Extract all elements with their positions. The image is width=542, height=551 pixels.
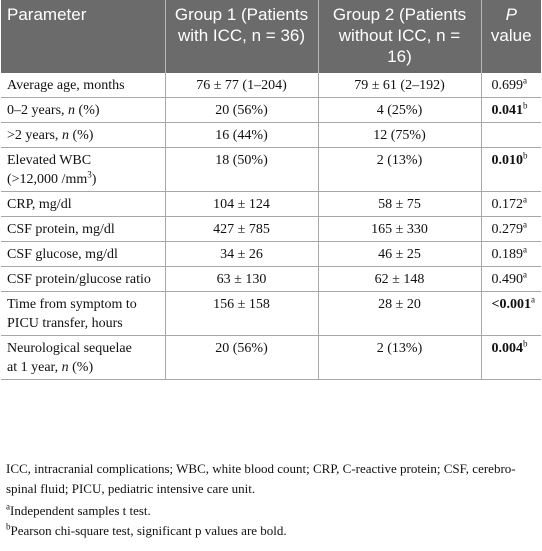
p-value-number: 0.279 — [491, 222, 524, 237]
p-value-footnote-mark: a — [523, 244, 527, 255]
p-value-footnote-mark: b — [523, 100, 528, 111]
p-value-footnote-mark: a — [530, 294, 535, 305]
row-parameter: CSF protein, mg/dl — [1, 216, 165, 242]
row-group1-value: 427 ± 785 — [164, 216, 318, 242]
row-group2-value: 4 (25%) — [317, 97, 481, 123]
row-group1-value: 156 ± 158 — [164, 291, 318, 336]
row-group2-value: 58 ± 75 — [317, 191, 481, 217]
p-value-footnote-mark: a — [523, 269, 527, 280]
row-group1-value: 76 ± 77 (1–204) — [164, 73, 318, 98]
row-parameter: CSF protein/glucose ratio — [1, 266, 165, 292]
p-value-footnote-mark: b — [523, 338, 528, 349]
row-p-value: 0.699a — [480, 73, 541, 98]
table-row: CSF glucose, mg/dl 34 ± 26 46 ± 25 0.189… — [1, 241, 541, 267]
row-group2-value: 62 ± 148 — [317, 266, 481, 292]
p-value-number: 0.010 — [491, 153, 524, 168]
table-row: Time from symptom to PICU transfer, hour… — [1, 291, 541, 336]
row-group1-value: 20 (56%) — [164, 335, 318, 380]
table-row: Neurological sequelae at 1 year, n (%) 20… — [1, 335, 541, 380]
table-row: Elevated WBC (>12,000 /mm3) 18 (50%) 2 (1… — [1, 147, 541, 192]
row-group2-value: 2 (13%) — [317, 147, 481, 192]
footnote-a: aIndependent samples t test. — [6, 501, 538, 521]
p-value-number: 0.189 — [491, 247, 524, 262]
footnote-b: bPearson chi-square test, significant p … — [6, 521, 538, 541]
table-row: CRP, mg/dl 104 ± 124 58 ± 75 0.172a — [1, 191, 541, 217]
row-p-value: 0.010b — [480, 147, 541, 192]
footnote-b-mark: b — [6, 521, 11, 532]
p-value-footnote-mark: b — [523, 150, 528, 161]
abbreviations-note: ICC, intracranial complications; WBC, wh… — [6, 461, 516, 496]
row-parameter: Average age, months — [1, 73, 165, 98]
footnote-a-text: Independent samples t test. — [10, 503, 151, 518]
row-group1-value: 63 ± 130 — [164, 266, 318, 292]
row-group2-value: 12 (75%) — [317, 122, 481, 148]
row-group1-value: 16 (44%) — [164, 122, 318, 148]
table-row: Average age, months 76 ± 77 (1–204) 79 ±… — [1, 73, 541, 98]
row-p-value: 0.004b — [480, 335, 541, 380]
header-parameter: Parameter — [1, 0, 165, 73]
header-row: Parameter Group 1 (Patients with ICC, n … — [1, 0, 541, 73]
row-parameter: Neurological sequelae at 1 year, n (%) — [1, 335, 165, 380]
table-row: CSF protein/glucose ratio 63 ± 130 62 ± … — [1, 266, 541, 292]
results-table-container: Parameter Group 1 (Patients with ICC, n … — [1, 0, 541, 380]
header-group2: Group 2 (Patients without ICC, n = 16) — [317, 0, 481, 73]
row-group1-value: 18 (50%) — [164, 147, 318, 192]
row-group2-value: 165 ± 330 — [317, 216, 481, 242]
p-value-footnote-mark: a — [523, 219, 527, 230]
p-value-number: 0.490 — [491, 272, 524, 287]
header-p-value-word: value — [490, 26, 532, 45]
footnote-b-text: Pearson chi-square test, significant p v… — [10, 523, 287, 538]
table-row: CSF protein, mg/dl 427 ± 785 165 ± 330 0… — [1, 216, 541, 242]
footnote-a-mark: a — [6, 501, 10, 512]
row-group2-value: 79 ± 61 (2–192) — [317, 73, 481, 98]
row-p-value: 0.490a — [480, 266, 541, 292]
row-parameter: 0–2 years, n (%) — [1, 97, 165, 123]
row-p-value: <0.001a — [480, 291, 541, 336]
row-parameter: Time from symptom to PICU transfer, hour… — [1, 291, 165, 336]
p-value-number: 0.172 — [491, 197, 524, 212]
header-group1-text: Group 1 (Patients with ICC, n = 36) — [174, 5, 309, 45]
table-footnotes: ICC, intracranial complications; WBC, wh… — [6, 459, 538, 541]
row-parameter: CSF glucose, mg/dl — [1, 241, 165, 267]
header-p-letter: P — [505, 5, 517, 24]
row-parameter: >2 years, n (%) — [1, 122, 165, 148]
table-row: >2 years, n (%) 16 (44%) 12 (75%) — [1, 122, 541, 148]
row-p-value: 0.279a — [480, 216, 541, 242]
p-value-number: 0.004 — [491, 341, 524, 356]
row-group2-value: 46 ± 25 — [317, 241, 481, 267]
row-group2-value: 28 ± 20 — [317, 291, 481, 336]
p-value-number: <0.001 — [491, 297, 531, 312]
row-group1-value: 104 ± 124 — [164, 191, 318, 217]
comparison-table: Parameter Group 1 (Patients with ICC, n … — [1, 0, 541, 380]
row-group1-value: 34 ± 26 — [164, 241, 318, 267]
header-group1: Group 1 (Patients with ICC, n = 36) — [164, 0, 318, 73]
p-value-number: 0.699 — [491, 78, 524, 93]
row-parameter: Elevated WBC (>12,000 /mm3) — [1, 147, 165, 192]
p-value-footnote-mark: a — [523, 194, 527, 205]
p-value-number: 0.041 — [491, 103, 524, 118]
row-group2-value: 2 (13%) — [317, 335, 481, 380]
p-value-footnote-mark: a — [523, 75, 527, 86]
row-p-value — [480, 122, 541, 148]
header-group2-text: Group 2 (Patients without ICC, n = 16) — [332, 5, 467, 66]
row-p-value: 0.172a — [480, 191, 541, 217]
row-parameter: CRP, mg/dl — [1, 191, 165, 217]
table-row: 0–2 years, n (%) 20 (56%) 4 (25%) 0.041b — [1, 97, 541, 123]
row-p-value: 0.041b — [480, 97, 541, 123]
row-p-value: 0.189a — [480, 241, 541, 267]
row-group1-value: 20 (56%) — [164, 97, 318, 123]
